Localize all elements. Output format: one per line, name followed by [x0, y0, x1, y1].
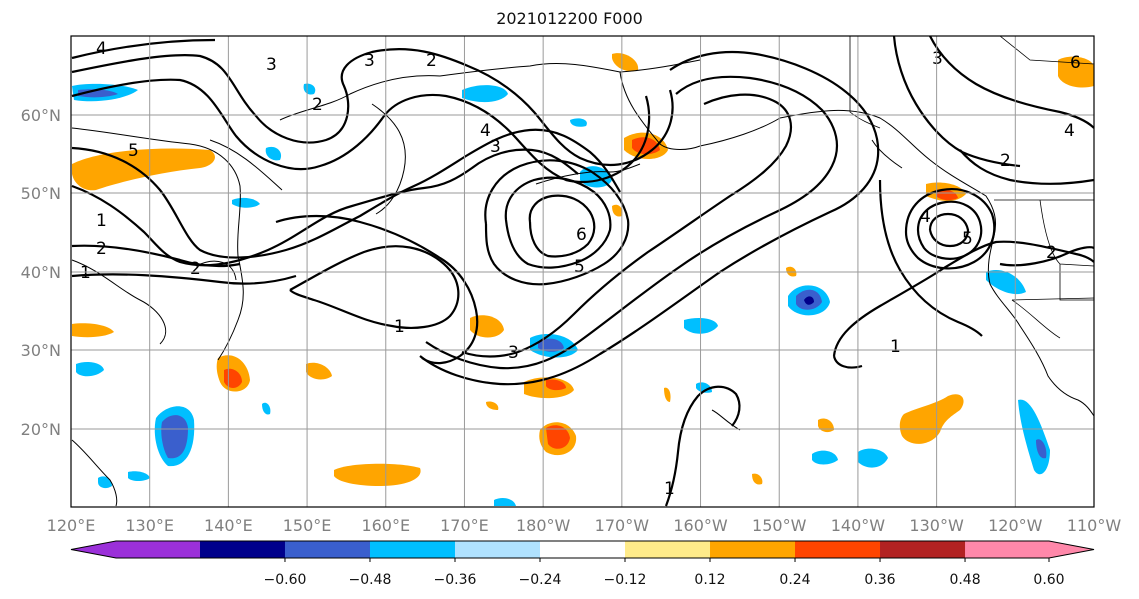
colorbar-tick-label: −0.36: [434, 572, 477, 588]
contour-label: 3: [266, 55, 277, 75]
colorbar-tick-label: −0.60: [264, 572, 307, 588]
contour-label: 6: [1070, 53, 1081, 73]
contour-label: 1: [664, 479, 675, 499]
map-panel: 4 3 2 2 3 4 3 5 6 5 1 3 1 2 2 1 2 4 5 2 …: [71, 36, 1094, 507]
colorbar-tick-label: 0.48: [949, 572, 980, 588]
colorbar-segment: [880, 541, 966, 558]
contour-label: 3: [364, 51, 375, 71]
colorbar-segment: [284, 541, 371, 558]
contour-label: 2: [190, 259, 201, 279]
longitude-label: 140°E: [204, 516, 253, 535]
contour-label: 5: [128, 141, 139, 161]
colorbar-extend-high: [1049, 541, 1094, 558]
longitude-label: 170°E: [440, 516, 489, 535]
colorbar-segment: [369, 541, 456, 558]
contour-label: 2: [312, 95, 323, 115]
longitude-label: 140°W: [831, 516, 886, 535]
colorbar-segment: [625, 541, 711, 558]
contour-label: 2: [426, 51, 437, 71]
colorbar-tick-label: 0.60: [1033, 572, 1064, 588]
colorbar-tick-label: 0.12: [694, 572, 725, 588]
colorbar-tick-label: −0.12: [604, 572, 647, 588]
longitude-label: 130°W: [909, 516, 964, 535]
contour-label: 6: [576, 225, 587, 245]
contour-lines: [71, 36, 1094, 507]
latitude-label: 50°N: [21, 184, 61, 203]
longitude-label: 180°W: [516, 516, 571, 535]
contour-label: 1: [394, 317, 405, 337]
longitude-label: 160°E: [361, 516, 410, 535]
colorbar-tick-label: −0.24: [519, 572, 562, 588]
contour-label: 1: [80, 263, 91, 283]
colorbar-segment: [710, 541, 796, 558]
colorbar-tick-labels: −0.60 −0.48 −0.36 −0.24 −0.12 0.12 0.24 0.36 0.4…: [264, 558, 1065, 588]
contour-label: 1: [890, 337, 901, 357]
colorbar-segment: [199, 541, 286, 558]
colorbar-tick-label: −0.48: [349, 572, 392, 588]
longitude-label: 130°E: [125, 516, 174, 535]
colorbar-tick-label: 0.36: [864, 572, 895, 588]
colorbar-segment: [965, 541, 1049, 558]
contour-label: 5: [962, 229, 973, 249]
contour-label: 5: [574, 257, 585, 277]
map-title: 2021012200 F000: [496, 9, 643, 28]
contour-label: 4: [920, 207, 931, 227]
latitude-label: 40°N: [21, 263, 61, 282]
longitude-label: 160°W: [673, 516, 728, 535]
contour-label: 2: [1000, 151, 1011, 171]
colorbar-tick-label: 0.24: [779, 572, 810, 588]
contour-label: 2: [1046, 243, 1057, 263]
map-frame: [70, 35, 1095, 508]
contour-label: 4: [480, 121, 491, 141]
longitude-label: 170°W: [595, 516, 650, 535]
longitude-label: 150°W: [752, 516, 807, 535]
latitude-label: 60°N: [21, 106, 61, 125]
longitude-label: 150°E: [283, 516, 332, 535]
colorbar-segment: [539, 541, 626, 558]
contour-label: 2: [96, 239, 107, 259]
longitude-label: 110°W: [1067, 516, 1122, 535]
colorbar-extend-low: [71, 541, 116, 558]
colorbar-segment: [116, 541, 200, 558]
contour-label: 3: [508, 343, 519, 363]
latitude-labels: 60°N 50°N 40°N 30°N 20°N: [21, 106, 61, 439]
latitude-label: 30°N: [21, 341, 61, 360]
political-borders: [849, 36, 1094, 339]
longitude-label: 120°W: [988, 516, 1043, 535]
contour-label: 3: [490, 137, 501, 157]
contour-labels: 4 3 2 2 3 4 3 5 6 5 1 3 1 2 2 1 2 4 5 2 …: [80, 39, 1081, 499]
contour-label: 3: [932, 49, 943, 69]
contour-label: 1: [96, 211, 107, 231]
coastlines: [71, 59, 1094, 507]
colorbar-outline: [70, 540, 1095, 559]
longitude-labels: 120°E 130°E 140°E 150°E 160°E 170°E 180°W 170°W…: [47, 516, 1122, 535]
longitude-label: 120°E: [47, 516, 96, 535]
colorbar: [70, 540, 1095, 559]
contour-label: 4: [96, 39, 107, 59]
latitude-label: 20°N: [21, 420, 61, 439]
colorbar-segment: [795, 541, 881, 558]
colorbar-segment: [454, 541, 541, 558]
graticule: [71, 36, 1094, 507]
contour-label: 4: [1064, 121, 1075, 141]
